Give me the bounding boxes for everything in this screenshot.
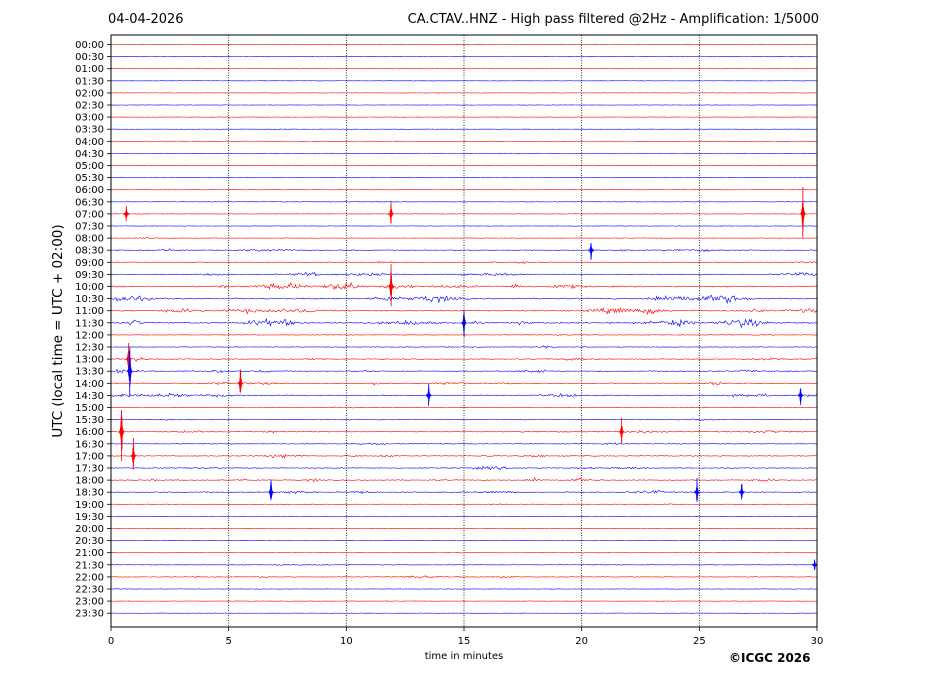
y-tick-label: 00:30: [75, 52, 104, 63]
seismic-spike: [588, 243, 594, 260]
y-tick-label: 13:30: [75, 367, 104, 378]
y-tick-label: 01:00: [75, 64, 104, 75]
seismic-trace-1230: [110, 345, 818, 349]
seismic-trace-0630: [110, 201, 818, 203]
y-tick-label: 14:00: [75, 379, 104, 390]
y-tick-label: 14:30: [75, 391, 104, 402]
chart-title: CA.CTAV..HNZ - High pass filtered @2Hz -…: [407, 12, 819, 27]
y-tick-label: 16:30: [75, 439, 104, 450]
y-tick-label: 15:30: [75, 415, 104, 426]
seismic-trace-2200: [110, 575, 818, 579]
seismic-spike: [268, 479, 274, 501]
seismic-trace-0000: [110, 43, 818, 46]
seismic-trace-0930: [110, 271, 818, 277]
seismic-trace-0700: [110, 213, 818, 215]
seismic-trace-1330: [110, 368, 818, 374]
y-tick-label: 11:00: [75, 306, 104, 317]
seismic-trace-1600: [110, 429, 818, 434]
y-tick-label: 07:30: [75, 222, 104, 233]
y-tick-label: 04:30: [75, 149, 104, 160]
seismic-trace-1530: [110, 418, 818, 421]
x-tick-label: 15: [458, 636, 471, 647]
seismic-trace-1700: [110, 453, 818, 459]
x-tick-label: 25: [693, 636, 706, 647]
seismic-trace-1300: [110, 357, 818, 362]
seismic-spike: [130, 437, 137, 470]
y-tick-label: 06:30: [75, 197, 104, 208]
x-tick-label: 0: [108, 636, 114, 647]
seismic-spike: [618, 417, 625, 444]
chart-date: 04-04-2026: [108, 12, 184, 27]
seismic-spike: [123, 205, 130, 222]
y-tick-label: 08:30: [75, 246, 104, 257]
y-axis-label: UTC (local time = UTC + 02:00): [50, 224, 66, 438]
y-tick-label: 19:30: [75, 512, 104, 523]
x-tick-label: 5: [225, 636, 231, 647]
y-tick-label: 20:30: [75, 536, 104, 547]
x-tick-label: 20: [575, 636, 588, 647]
y-tick-label: 19:00: [75, 500, 104, 511]
seismic-trace-2230: [110, 588, 818, 590]
seismic-trace-2130: [110, 564, 817, 566]
y-tick-label: 23:00: [75, 597, 104, 608]
copyright-label: ©ICGC 2026: [729, 651, 811, 665]
seismic-trace-0300: [110, 116, 818, 118]
y-tick-label: 15:00: [75, 403, 104, 414]
y-tick-label: 09:30: [75, 270, 104, 281]
y-tick-label: 03:30: [75, 125, 104, 136]
y-tick-label: 07:00: [75, 209, 104, 220]
y-tick-label: 16:00: [75, 427, 104, 438]
seismic-trace-1000: [110, 281, 818, 290]
seismic-spike: [118, 410, 125, 461]
x-tick-label: 30: [811, 636, 824, 647]
seismic-spike: [127, 347, 133, 396]
y-tick-label: 10:30: [75, 294, 104, 305]
seismic-spike: [388, 200, 394, 224]
seismic-trace-0900: [110, 260, 818, 264]
y-tick-label: 00:00: [75, 40, 104, 51]
y-tick-label: 05:30: [75, 173, 104, 184]
seismic-spike: [694, 477, 700, 502]
y-tick-label: 21:00: [75, 548, 104, 559]
y-tick-label: 01:30: [75, 76, 104, 87]
y-tick-label: 22:00: [75, 572, 104, 583]
seismic-spike: [738, 484, 745, 500]
x-tick-label: 10: [340, 636, 353, 647]
seismic-spike: [800, 187, 806, 238]
y-tick-label: 20:00: [75, 524, 104, 535]
y-tick-label: 23:30: [75, 609, 104, 620]
y-tick-label: 02:30: [75, 101, 104, 112]
seismic-trace-0400: [110, 140, 818, 142]
y-tick-label: 10:00: [75, 282, 104, 293]
y-tick-label: 05:00: [75, 161, 104, 172]
y-tick-label: 21:30: [75, 560, 104, 571]
y-tick-label: 02:00: [75, 88, 104, 99]
y-tick-label: 06:00: [75, 185, 104, 196]
y-tick-label: 09:00: [75, 258, 104, 269]
y-tick-label: 18:30: [75, 488, 104, 499]
y-tick-label: 12:00: [75, 330, 104, 341]
seismic-trace-2300: [110, 600, 818, 602]
seismic-spike: [797, 388, 804, 406]
seismic-trace-1900: [110, 503, 818, 506]
y-tick-label: 17:00: [75, 451, 104, 462]
seismic-spike: [425, 383, 432, 406]
y-tick-label: 22:30: [75, 585, 104, 596]
y-tick-label: 18:00: [75, 476, 104, 487]
y-tick-label: 17:30: [75, 464, 104, 475]
seismic-spike: [237, 369, 244, 393]
y-tick-label: 03:00: [75, 113, 104, 124]
y-tick-label: 12:30: [75, 343, 104, 354]
seismic-trace-1030: [110, 294, 818, 305]
y-tick-label: 13:00: [75, 355, 104, 366]
y-tick-label: 04:00: [75, 137, 104, 148]
y-tick-label: 08:00: [75, 234, 104, 245]
seismic-trace-1630: [110, 442, 818, 446]
seismic-spike: [388, 263, 394, 307]
y-tick-label: 11:30: [75, 318, 104, 329]
seismic-spike: [811, 559, 818, 571]
x-axis-label: time in minutes: [424, 651, 504, 662]
